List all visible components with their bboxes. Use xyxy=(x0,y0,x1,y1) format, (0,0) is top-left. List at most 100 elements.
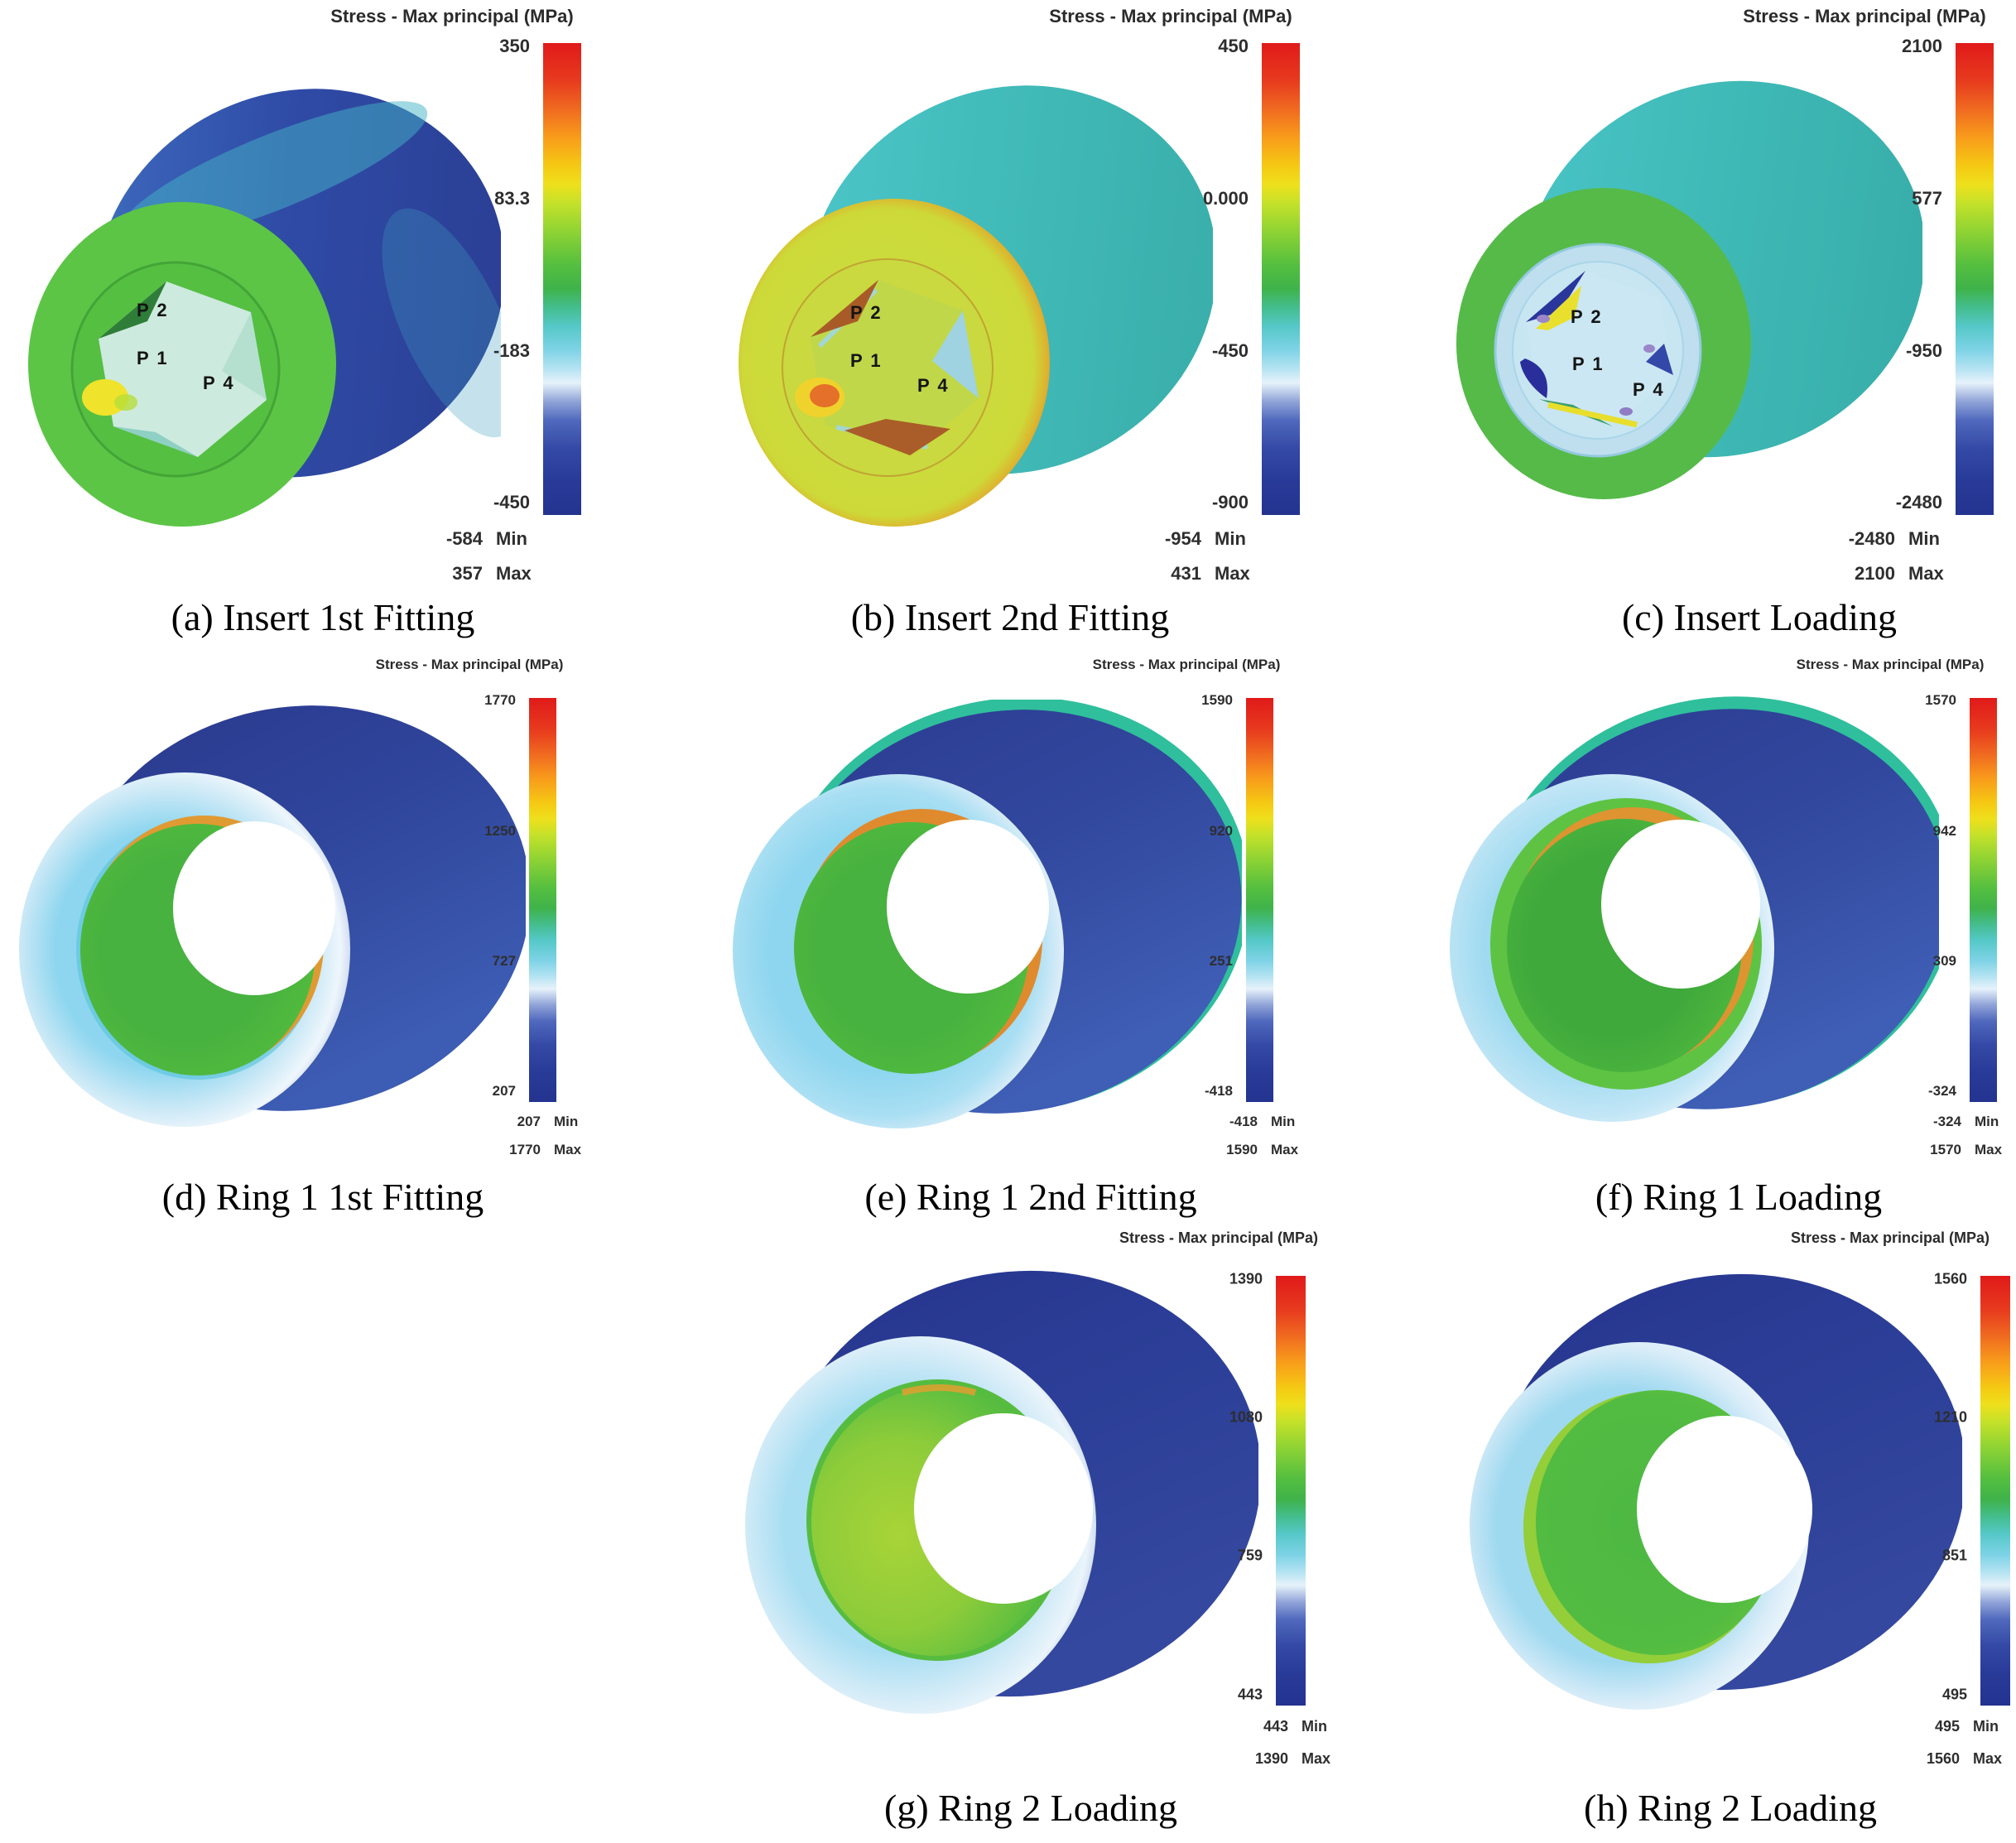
colorbar xyxy=(529,698,556,1102)
panel-caption: (f) Ring 1 Loading xyxy=(1595,1176,1883,1218)
panel-caption: (e) Ring 1 2nd Fitting xyxy=(864,1176,1197,1218)
point-label-p2: P 2 xyxy=(1571,306,1603,327)
legend-title: Stress - Max principal (MPa) xyxy=(1790,1229,1990,1246)
panel-caption: (a) Insert 1st Fitting xyxy=(171,596,475,638)
legend-tick: 495 xyxy=(1941,1686,1967,1702)
stress-legend: Stress - Max principal (MPa) 2100 577 -9… xyxy=(1735,5,1994,588)
colorbar xyxy=(1276,1276,1306,1706)
legend-tick: -450 xyxy=(493,492,530,513)
stress-legend: Stress - Max principal (MPa) 450 0.000 -… xyxy=(1042,5,1300,588)
stress-legend: Stress - Max principal (MPa) 1590 920 25… xyxy=(1062,656,1311,1162)
legend-tick: 577 xyxy=(1912,187,1942,209)
ring-3d-model-h xyxy=(1445,1263,1962,1747)
legend-tick: 1390 xyxy=(1229,1270,1263,1287)
legend-min-value: -954 xyxy=(1164,528,1201,549)
insert-3d-model-c: P 2 P 1 P 4 xyxy=(1451,70,1922,534)
panel-caption: (h) Ring 2 Loading xyxy=(1584,1787,1877,1829)
legend-min-label: Min xyxy=(1975,1114,1999,1129)
legend-tick: 450 xyxy=(1218,35,1249,56)
point-label-p2: P 2 xyxy=(137,300,169,320)
legend-tick: 207 xyxy=(492,1083,516,1100)
colorbar xyxy=(1262,43,1300,515)
bore-hole xyxy=(1637,1416,1812,1603)
legend-tick: -2480 xyxy=(1895,492,1942,513)
panel-h-ring2-loading: Stress - Max principal (MPa) 1560 1210 8… xyxy=(1428,1225,2016,1843)
colorbar xyxy=(543,43,581,515)
stress-legend: Stress - Max principal (MPa) 1570 942 30… xyxy=(1766,656,2014,1162)
ring-model-graphic xyxy=(1470,1273,1962,1710)
colorbar xyxy=(1956,43,1994,515)
bore-hole xyxy=(914,1413,1093,1604)
legend-tick: 2100 xyxy=(1902,35,1942,56)
legend-max-value: 1770 xyxy=(509,1142,541,1157)
insert-3d-model-b: P 2 P 1 P 4 xyxy=(737,73,1213,570)
panel-a-insert-1st-fitting: P 2 P 1 P 4 Stress - Max principal (MPa)… xyxy=(4,0,642,654)
legend-min-value: -2480 xyxy=(1848,528,1895,549)
legend-tick: -324 xyxy=(1927,1083,1956,1100)
panel-caption: (d) Ring 1 1st Fitting xyxy=(161,1176,484,1218)
legend-max-label: Max xyxy=(1301,1750,1331,1767)
ring-model-graphic xyxy=(1450,696,1939,1122)
panel-b-insert-2nd-fitting: P 2 P 1 P 4 Stress - Max principal (MPa)… xyxy=(712,0,1350,654)
legend-max-label: Max xyxy=(1973,1750,2003,1767)
legend-min-label: Min xyxy=(1271,1114,1296,1129)
legend-max-value: 431 xyxy=(1171,563,1201,584)
panel-g-ring2-loading: Stress - Max principal (MPa) 1390 1080 7… xyxy=(712,1225,1350,1843)
panel-d-ring1-1st-fitting: Stress - Max principal (MPa) 1770 1250 7… xyxy=(4,654,642,1234)
legend-tick: 1570 xyxy=(1925,692,1956,709)
legend-max-value: 1570 xyxy=(1930,1142,1961,1157)
colorbar xyxy=(1246,698,1273,1102)
legend-tick: 0.000 xyxy=(1202,187,1249,209)
legend-max-label: Max xyxy=(1908,563,1944,584)
legend-tick: -418 xyxy=(1204,1083,1233,1100)
legend-max-label: Max xyxy=(1271,1142,1299,1157)
point-label-p1: P 1 xyxy=(850,350,883,371)
legend-tick: 350 xyxy=(499,35,530,56)
colorbar xyxy=(1980,1276,2010,1706)
panel-caption: (g) Ring 2 Loading xyxy=(884,1787,1177,1829)
panel-e-ring1-2nd-fitting: Stress - Max principal (MPa) 1590 920 25… xyxy=(712,654,1350,1234)
panel-f-ring1-loading: Stress - Max principal (MPa) 1570 942 30… xyxy=(1428,654,2016,1234)
legend-min-label: Min xyxy=(1301,1718,1327,1735)
ring-3d-model-d xyxy=(12,700,526,1163)
insert-3d-model-a: P 2 P 1 P 4 xyxy=(25,75,501,571)
legend-max-label: Max xyxy=(554,1142,582,1157)
bore-hole xyxy=(173,821,335,995)
hex-socket xyxy=(811,280,979,455)
legend-tick: 1250 xyxy=(484,822,516,839)
legend-min-value: -418 xyxy=(1229,1114,1258,1129)
point-label-p4: P 4 xyxy=(1633,379,1665,400)
ring-3d-model-g xyxy=(729,1258,1258,1755)
insert-model-graphic xyxy=(1456,80,1922,499)
legend-tick: 83.3 xyxy=(494,187,530,209)
legend-min-label: Min xyxy=(554,1114,579,1129)
legend-tick: 443 xyxy=(1237,1686,1263,1702)
point-label-p1: P 1 xyxy=(137,348,169,368)
legend-min-value: 207 xyxy=(517,1114,541,1129)
point-label-p4: P 4 xyxy=(203,373,235,393)
legend-tick: 942 xyxy=(1932,822,1956,839)
legend-minmax: -418 Min 1590 Max xyxy=(1062,1114,1311,1162)
bore-hole xyxy=(887,820,1049,994)
legend-tick: 920 xyxy=(1209,822,1233,839)
legend-min-label: Min xyxy=(1973,1718,1999,1735)
legend-tick: 1770 xyxy=(484,692,516,709)
legend-max-label: Max xyxy=(1215,563,1250,584)
panel-c-insert-loading: P 2 P 1 P 4 Stress - Max principal (MPa)… xyxy=(1428,0,2016,654)
legend-tick: 251 xyxy=(1209,953,1233,970)
ring-3d-model-e xyxy=(724,700,1242,1163)
ring-model-graphic xyxy=(19,705,526,1127)
legend-max-value: 1560 xyxy=(1926,1750,1960,1767)
legend-tick: 1210 xyxy=(1933,1408,1967,1426)
legend-max-label: Max xyxy=(496,563,532,584)
stress-legend: Stress - Max principal (MPa) 1390 1080 7… xyxy=(1095,1229,1343,1771)
ring-model-graphic xyxy=(745,1270,1258,1714)
insert-model-graphic xyxy=(28,89,501,527)
legend-minmax: -324 Min 1570 Max xyxy=(1766,1114,2014,1162)
ring-model-graphic xyxy=(733,700,1242,1128)
legend-max-value: 357 xyxy=(452,563,483,584)
panel-caption: (b) Insert 2nd Fitting xyxy=(850,596,1170,638)
legend-max-label: Max xyxy=(1975,1142,2003,1157)
stress-legend: Stress - Max principal (MPa) 350 83.3 -1… xyxy=(323,5,581,588)
